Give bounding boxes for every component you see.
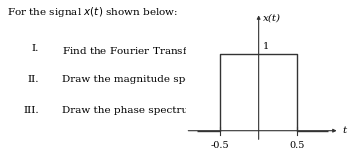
Text: Draw the magnitude spectrum.: Draw the magnitude spectrum. bbox=[62, 75, 226, 84]
Text: 1: 1 bbox=[263, 42, 270, 51]
Text: Find the Fourier Transform $X(\omega)$.: Find the Fourier Transform $X(\omega)$. bbox=[62, 44, 239, 57]
Text: I.: I. bbox=[32, 44, 39, 53]
Text: II.: II. bbox=[27, 75, 39, 84]
Text: For the signal $x(t)$ shown below:: For the signal $x(t)$ shown below: bbox=[7, 5, 178, 19]
Text: -0.5: -0.5 bbox=[211, 141, 230, 150]
Text: III.: III. bbox=[23, 106, 39, 115]
Text: x(t): x(t) bbox=[263, 14, 281, 23]
Text: t: t bbox=[343, 126, 347, 135]
Text: 0.5: 0.5 bbox=[289, 141, 305, 150]
Text: Draw the phase spectrum.: Draw the phase spectrum. bbox=[62, 106, 202, 115]
